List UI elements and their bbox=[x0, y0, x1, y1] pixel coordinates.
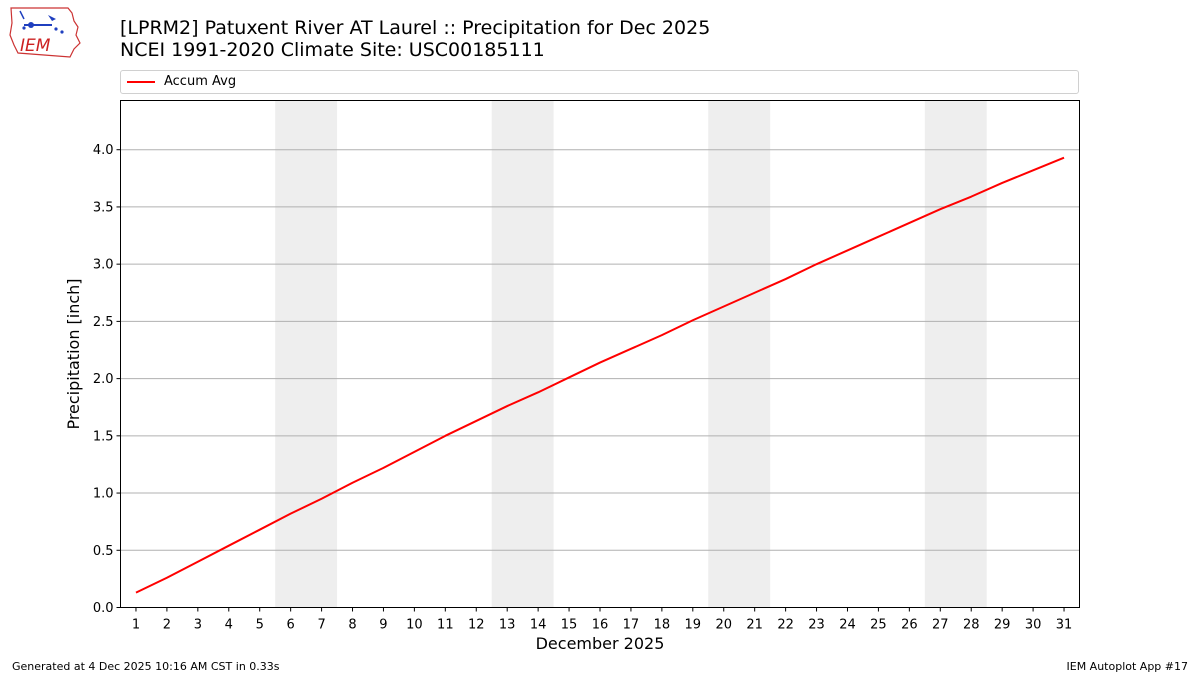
y-tick-label-4: 2.0 bbox=[93, 372, 114, 387]
x-tick-label-23: 23 bbox=[808, 618, 825, 633]
legend: Accum Avg bbox=[120, 70, 1079, 94]
x-axis-label: December 2025 bbox=[536, 634, 665, 653]
x-tick-label-16: 16 bbox=[592, 618, 609, 633]
x-ticks: 1 2 3 4 5 6 7 8 9 10 11 12 13 14 15 16 17 18 19 20 21 22 23 24 2… bbox=[132, 607, 1073, 633]
x-tick-label-31: 31 bbox=[1056, 618, 1073, 633]
x-tick-label-4: 4 bbox=[225, 618, 233, 633]
x-tick-label-15: 15 bbox=[561, 618, 578, 633]
x-tick-label-17: 17 bbox=[623, 618, 640, 633]
y-ticks: 0.0 0.5 1.0 1.5 2.0 2.5 3.0 3.5 4.0 bbox=[93, 143, 121, 616]
x-tick-label-19: 19 bbox=[685, 618, 702, 633]
series-line-0 bbox=[135, 156, 1065, 594]
x-tick-label-14: 14 bbox=[530, 618, 547, 633]
x-tick-label-12: 12 bbox=[468, 618, 485, 633]
x-tick-label-18: 18 bbox=[654, 618, 671, 633]
x-tick-label-30: 30 bbox=[1025, 618, 1042, 633]
x-tick-label-25: 25 bbox=[870, 618, 887, 633]
x-tick-label-2: 2 bbox=[163, 618, 171, 633]
weekend-band-1 bbox=[275, 100, 338, 608]
y-tick-label-1: 0.5 bbox=[93, 544, 114, 559]
weekend-band-4 bbox=[924, 100, 987, 608]
y-tick-label-6: 3.0 bbox=[93, 258, 114, 273]
chart-subtitle: NCEI 1991-2020 Climate Site: USC00185111 bbox=[120, 39, 545, 61]
x-tick-label-21: 21 bbox=[746, 618, 763, 633]
x-tick-label-9: 9 bbox=[379, 618, 387, 633]
x-tick-label-3: 3 bbox=[194, 618, 202, 633]
plot-frame bbox=[120, 100, 1080, 608]
y-tick-label-2: 1.0 bbox=[93, 487, 114, 502]
y-tick-label-0: 0.0 bbox=[93, 601, 114, 616]
x-tick-label-28: 28 bbox=[963, 618, 980, 633]
x-tick-label-7: 7 bbox=[317, 618, 325, 633]
y-tick-label-3: 1.5 bbox=[93, 429, 114, 444]
x-tick-label-8: 8 bbox=[348, 618, 356, 633]
y-tick-label-5: 2.5 bbox=[93, 315, 114, 330]
weekend-shading bbox=[275, 100, 987, 608]
y-tick-label-7: 3.5 bbox=[93, 200, 114, 215]
footer-app: IEM Autoplot App #17 bbox=[1066, 660, 1189, 673]
x-tick-label-24: 24 bbox=[839, 618, 856, 633]
x-tick-label-26: 26 bbox=[901, 618, 918, 633]
x-tick-label-5: 5 bbox=[256, 618, 264, 633]
legend-label: Accum Avg bbox=[164, 74, 237, 89]
iem-logo: IEM bbox=[9, 7, 81, 58]
y-axis-label: Precipitation [inch] bbox=[64, 278, 83, 429]
grid-lines bbox=[120, 149, 1080, 608]
weekend-band-3 bbox=[708, 100, 771, 608]
x-tick-label-22: 22 bbox=[777, 618, 794, 633]
y-tick-label-8: 4.0 bbox=[93, 143, 114, 158]
x-tick-label-11: 11 bbox=[437, 618, 454, 633]
x-tick-label-13: 13 bbox=[499, 618, 516, 633]
x-tick-label-29: 29 bbox=[994, 618, 1011, 633]
weekend-band-2 bbox=[491, 100, 554, 608]
x-tick-label-27: 27 bbox=[932, 618, 949, 633]
x-tick-label-10: 10 bbox=[406, 618, 423, 633]
x-tick-label-20: 20 bbox=[715, 618, 732, 633]
x-tick-label-1: 1 bbox=[132, 618, 140, 633]
x-tick-label-6: 6 bbox=[287, 618, 295, 633]
logo-text: IEM bbox=[20, 36, 51, 56]
chart-title: [LPRM2] Patuxent River AT Laurel :: Prec… bbox=[120, 17, 711, 39]
legend-swatch bbox=[127, 81, 155, 83]
footer-generated: Generated at 4 Dec 2025 10:16 AM CST in … bbox=[12, 660, 280, 673]
series-layer bbox=[135, 156, 1065, 594]
